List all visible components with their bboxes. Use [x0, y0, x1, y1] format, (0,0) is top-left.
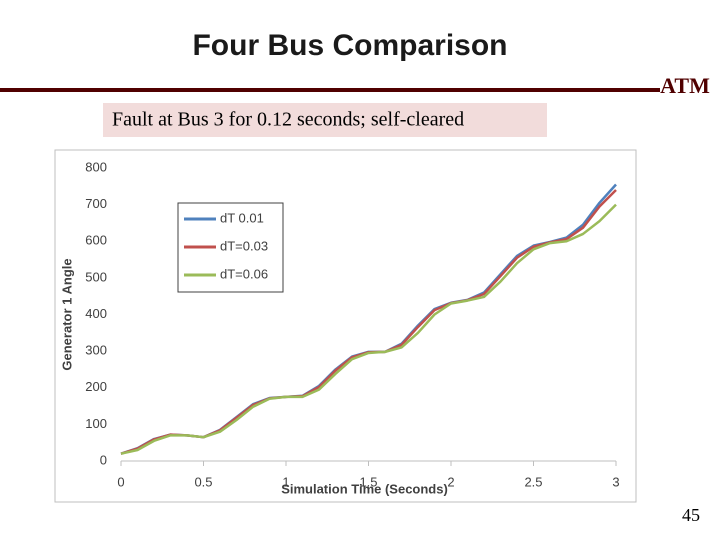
- page-number: 45: [682, 505, 700, 525]
- x-tick-label: 2: [447, 474, 454, 489]
- subtitle: Fault at Bus 3 for 0.12 seconds; self-cl…: [112, 109, 464, 131]
- legend-label: dT=0.03: [220, 238, 268, 253]
- y-tick-label: 100: [85, 416, 107, 431]
- y-tick-label: 200: [85, 379, 107, 394]
- y-tick-label: 800: [85, 159, 107, 174]
- chart-frame: [54, 149, 637, 503]
- x-tick-label: 1.5: [359, 474, 377, 489]
- y-tick-label: 400: [85, 306, 107, 321]
- x-tick-label: 1: [282, 474, 289, 489]
- y-tick-label: 700: [85, 196, 107, 211]
- title-rule: [0, 88, 660, 92]
- y-axis-label: Generator 1 Angle: [59, 258, 74, 370]
- legend-label: dT 0.01: [220, 210, 264, 225]
- slide-title: Four Bus Comparison: [192, 29, 507, 62]
- x-tick-label: 0.5: [194, 474, 212, 489]
- logo: ATM: [660, 73, 710, 98]
- x-axis-label: Simulation Time (Seconds): [281, 481, 448, 496]
- y-tick-label: 0: [100, 452, 107, 467]
- x-tick-label: 2.5: [524, 474, 542, 489]
- subtitle-box: [103, 103, 547, 137]
- legend-label: dT=0.06: [220, 266, 268, 281]
- y-tick-label: 500: [85, 269, 107, 284]
- x-tick-label: 0: [117, 474, 124, 489]
- x-tick-label: 3: [612, 474, 619, 489]
- y-tick-label: 300: [85, 343, 107, 358]
- y-tick-label: 600: [85, 233, 107, 248]
- series-line: [120, 203, 617, 455]
